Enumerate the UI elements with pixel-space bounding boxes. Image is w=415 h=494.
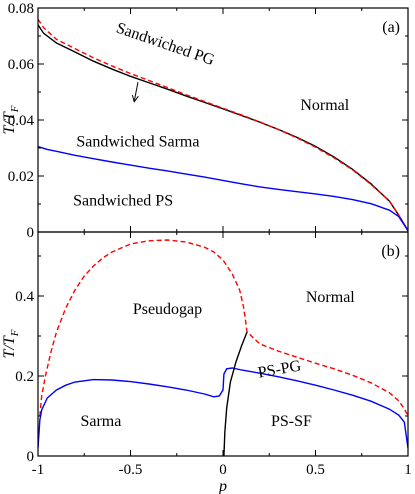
series-line-b-0 [39, 239, 408, 417]
x-axis-label: p [218, 478, 227, 494]
region-label: Normal [306, 289, 355, 306]
panel-a: 0 0.02 0.04 0.06 0.08 T/TF (a) Sandwiched PG Nor… [1, 1, 409, 241]
y-tick-label-a: 0.06 [8, 57, 35, 73]
y-tick-label-a: 0 [27, 225, 35, 241]
panel-label-b: (b) [381, 243, 400, 260]
region-label: Sandwiched PG [114, 20, 217, 70]
x-tick-label: 0 [219, 462, 227, 478]
panel-b: 0 0.2 0.4 -1 -0.5 0 0.5 1 p T/TF (b) Pseudogap Norma… [1, 231, 412, 494]
y-axis-label-a: T/TF [1, 105, 21, 134]
y-axis-label-b: T/TF [1, 329, 21, 358]
x-tick-label: -1 [32, 462, 45, 478]
y-tick-label-a: 0.02 [8, 169, 34, 185]
x-tick-label: -0.5 [119, 462, 143, 478]
region-label: Pseudogap [133, 301, 202, 318]
y-tick-label-b: 0.4 [15, 289, 34, 305]
annotation-arrowhead [131, 94, 139, 103]
series-line-a-2 [38, 145, 408, 231]
region-label: PS-SF [271, 413, 312, 430]
y-tick-label-b: 0.2 [15, 369, 34, 385]
x-tick-label: 1 [404, 462, 412, 478]
region-label: Sandwiched PS [73, 192, 173, 209]
region-label: PS-PG [257, 357, 303, 381]
region-label: Sarma [80, 413, 121, 430]
series-line-b-2 [223, 331, 248, 456]
region-label: Normal [300, 97, 349, 114]
series-line-b-1 [38, 367, 408, 449]
y-tick-label-a: 0.04 [8, 113, 35, 129]
annotation-arrow [133, 82, 139, 102]
y-tick-label-a: 0.08 [8, 1, 34, 17]
x-tick-label: 0.5 [306, 462, 325, 478]
region-label: Sandwiched Sarma [76, 134, 199, 151]
y-tick-label-b: 0 [27, 449, 35, 465]
panel-label-a: (a) [382, 19, 400, 36]
